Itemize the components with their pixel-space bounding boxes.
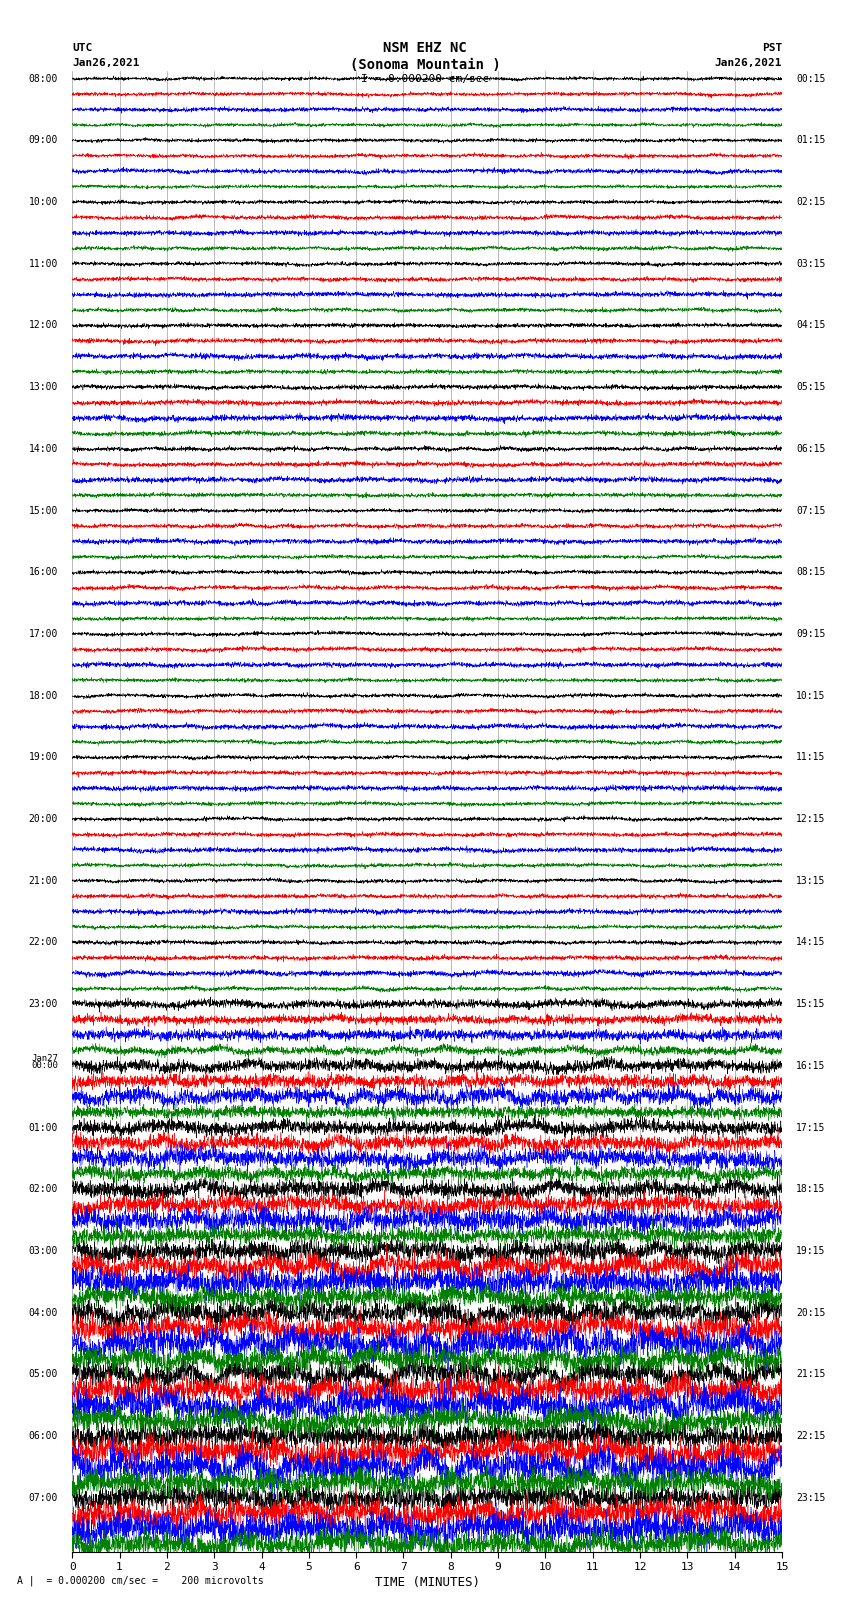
Text: 00:15: 00:15 bbox=[796, 74, 825, 84]
Text: 11:15: 11:15 bbox=[796, 752, 825, 763]
Text: 09:00: 09:00 bbox=[29, 135, 58, 145]
Text: 01:00: 01:00 bbox=[29, 1123, 58, 1132]
Text: 04:00: 04:00 bbox=[29, 1308, 58, 1318]
Text: 20:00: 20:00 bbox=[29, 815, 58, 824]
Text: 17:00: 17:00 bbox=[29, 629, 58, 639]
Text: 10:15: 10:15 bbox=[796, 690, 825, 700]
Text: 19:15: 19:15 bbox=[796, 1245, 825, 1257]
Text: (Sonoma Mountain ): (Sonoma Mountain ) bbox=[349, 58, 501, 71]
Text: Jan26,2021: Jan26,2021 bbox=[715, 58, 782, 68]
Text: I = 0.000200 cm/sec: I = 0.000200 cm/sec bbox=[361, 74, 489, 84]
Text: 21:15: 21:15 bbox=[796, 1369, 825, 1379]
Text: 14:00: 14:00 bbox=[29, 444, 58, 453]
Text: 03:15: 03:15 bbox=[796, 258, 825, 269]
Text: 04:15: 04:15 bbox=[796, 321, 825, 331]
Text: UTC: UTC bbox=[72, 44, 93, 53]
Text: 22:00: 22:00 bbox=[29, 937, 58, 947]
Text: 15:00: 15:00 bbox=[29, 505, 58, 516]
Text: 07:00: 07:00 bbox=[29, 1492, 58, 1503]
Text: 16:00: 16:00 bbox=[29, 568, 58, 577]
Text: 05:15: 05:15 bbox=[796, 382, 825, 392]
Text: 14:15: 14:15 bbox=[796, 937, 825, 947]
Text: 10:00: 10:00 bbox=[29, 197, 58, 206]
Text: 19:00: 19:00 bbox=[29, 752, 58, 763]
Text: 03:00: 03:00 bbox=[29, 1245, 58, 1257]
Text: 08:00: 08:00 bbox=[29, 74, 58, 84]
Text: 06:15: 06:15 bbox=[796, 444, 825, 453]
Text: 12:15: 12:15 bbox=[796, 815, 825, 824]
Text: 00:00: 00:00 bbox=[31, 1061, 58, 1071]
Text: 02:00: 02:00 bbox=[29, 1184, 58, 1194]
Text: 01:15: 01:15 bbox=[796, 135, 825, 145]
Text: 22:15: 22:15 bbox=[796, 1431, 825, 1440]
Text: 23:15: 23:15 bbox=[796, 1492, 825, 1503]
Text: 02:15: 02:15 bbox=[796, 197, 825, 206]
Text: 15:15: 15:15 bbox=[796, 998, 825, 1010]
Text: 13:00: 13:00 bbox=[29, 382, 58, 392]
Text: 11:00: 11:00 bbox=[29, 258, 58, 269]
Text: 18:00: 18:00 bbox=[29, 690, 58, 700]
Text: 18:15: 18:15 bbox=[796, 1184, 825, 1194]
Text: Jan27: Jan27 bbox=[31, 1053, 58, 1063]
Text: 08:15: 08:15 bbox=[796, 568, 825, 577]
Text: NSM EHZ NC: NSM EHZ NC bbox=[383, 42, 467, 55]
Text: 21:00: 21:00 bbox=[29, 876, 58, 886]
Text: Jan26,2021: Jan26,2021 bbox=[72, 58, 139, 68]
Text: 05:00: 05:00 bbox=[29, 1369, 58, 1379]
Text: 09:15: 09:15 bbox=[796, 629, 825, 639]
Text: PST: PST bbox=[762, 44, 782, 53]
Text: 23:00: 23:00 bbox=[29, 998, 58, 1010]
Text: 06:00: 06:00 bbox=[29, 1431, 58, 1440]
Text: 13:15: 13:15 bbox=[796, 876, 825, 886]
X-axis label: TIME (MINUTES): TIME (MINUTES) bbox=[375, 1576, 479, 1589]
Text: 20:15: 20:15 bbox=[796, 1308, 825, 1318]
Text: 12:00: 12:00 bbox=[29, 321, 58, 331]
Text: A |  = 0.000200 cm/sec =    200 microvolts: A | = 0.000200 cm/sec = 200 microvolts bbox=[17, 1576, 264, 1586]
Text: 17:15: 17:15 bbox=[796, 1123, 825, 1132]
Text: 16:15: 16:15 bbox=[796, 1061, 825, 1071]
Text: 07:15: 07:15 bbox=[796, 505, 825, 516]
